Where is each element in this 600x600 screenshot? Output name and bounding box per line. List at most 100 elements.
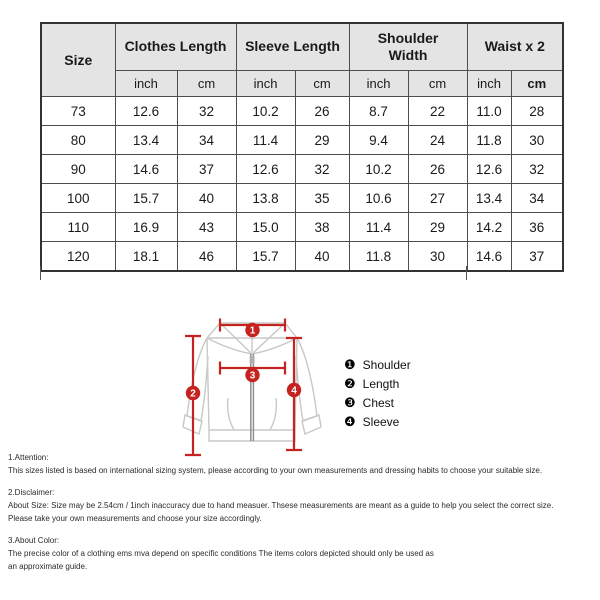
data-cell: 9.4 (348, 125, 409, 155)
legend-label: Sleeve (362, 414, 400, 429)
diagram-legend: ❶ Shoulder ❷ Length ❸ Chest ❹ Sleeve (344, 355, 411, 431)
data-cell: 34 (176, 125, 237, 155)
data-cell: 28 (510, 96, 564, 126)
legend-label: Chest (362, 395, 395, 410)
data-cell: 14.2 (466, 212, 512, 242)
data-cell: 32 (294, 154, 350, 184)
note-heading: 1.Attention: (8, 453, 49, 462)
unit-header-row: inch cm inch cm inch cm inch cm (41, 70, 564, 97)
note-disclaimer: 2.Disclaimer: About Size: Size may be 2.… (8, 486, 596, 525)
data-cell: 15.7 (235, 241, 296, 272)
legend-item-sleeve: ❹ Sleeve (344, 412, 411, 431)
table-head: Size Clothes Length Sleeve Length Shoulder … (40, 22, 564, 97)
legend-item-chest: ❸ Chest (344, 393, 411, 412)
size-chart-table: Size Clothes Length Sleeve Length Shoulder … (40, 22, 565, 272)
data-cell: 11.4 (348, 212, 409, 242)
data-cell: 18.1 (114, 241, 178, 272)
data-cell: 12.6 (114, 96, 178, 126)
unit-cell: inch (348, 70, 409, 97)
data-cell: 36 (510, 212, 564, 242)
table-row: 100 15.7 40 13.8 35 10.6 27 13.4 34 (40, 183, 564, 213)
note-about-color: 3.About Color: The precise color of a cl… (8, 534, 596, 573)
data-cell: 15.7 (114, 183, 178, 213)
data-cell: 10.6 (348, 183, 409, 213)
note-line: an approximate guide. (8, 562, 88, 571)
data-cell: 46 (176, 241, 237, 272)
data-cell: 13.4 (466, 183, 512, 213)
data-cell: 32 (510, 154, 564, 184)
data-cell: 12.6 (235, 154, 296, 184)
table-stub-right (466, 266, 467, 280)
header-cell-group: Clothes Length (114, 22, 237, 71)
circled-3-icon: ❸ (344, 395, 356, 410)
data-cell: 43 (176, 212, 237, 242)
marker-2: 2 (190, 389, 196, 400)
data-cell: 11.0 (466, 96, 512, 126)
data-cell: 30 (407, 241, 468, 272)
measure-markers: 1 2 3 4 (185, 322, 302, 401)
marker-4: 4 (291, 386, 297, 397)
data-cell: 37 (176, 154, 237, 184)
unit-cell: cm (176, 70, 237, 97)
legend-label: Length (362, 376, 400, 391)
unit-cell: cm (294, 70, 350, 97)
circled-2-icon: ❷ (344, 376, 356, 391)
circled-4-icon: ❹ (344, 414, 356, 429)
unit-cell: cm (407, 70, 468, 97)
data-cell: 8.7 (348, 96, 409, 126)
marker-3: 3 (250, 371, 256, 382)
data-cell: 14.6 (114, 154, 178, 184)
data-cell: 26 (294, 96, 350, 126)
note-line: Please take your own measurements and ch… (8, 514, 262, 523)
note-heading: 3.About Color: (8, 536, 60, 545)
data-cell: 30 (510, 125, 564, 155)
data-cell: 10.2 (348, 154, 409, 184)
data-cell: 80 (40, 125, 116, 155)
legend-item-shoulder: ❶ Shoulder (344, 355, 411, 374)
header-cell-group: Shoulder Width (348, 22, 468, 71)
data-cell: 34 (510, 183, 564, 213)
unit-cell: inch (235, 70, 296, 97)
data-cell: 100 (40, 183, 116, 213)
data-cell: 27 (407, 183, 468, 213)
measure-lines (185, 318, 302, 457)
table-row: 80 13.4 34 11.4 29 9.4 24 11.8 30 (40, 125, 564, 155)
table-row: 90 14.6 37 12.6 32 10.2 26 12.6 32 (40, 154, 564, 184)
table-body: 73 12.6 32 10.2 26 8.7 22 11.0 28 80 13.4 34 11.4 29 9… (40, 96, 564, 272)
data-cell: 38 (294, 212, 350, 242)
data-cell: 24 (407, 125, 468, 155)
data-cell: 110 (40, 212, 116, 242)
marker-1: 1 (250, 326, 256, 337)
data-cell: 26 (407, 154, 468, 184)
data-cell: 10.2 (235, 96, 296, 126)
data-cell: 12.6 (466, 154, 512, 184)
legend-label: Shoulder (362, 357, 411, 372)
data-cell: 120 (40, 241, 116, 272)
table-row: 110 16.9 43 15.0 38 11.4 29 14.2 36 (40, 212, 564, 242)
unit-cell: inch (466, 70, 512, 97)
circled-1-icon: ❶ (344, 357, 356, 372)
notes-section: 1.Attention: This sizes listed is based … (8, 451, 596, 582)
data-cell: 22 (407, 96, 468, 126)
data-cell: 90 (40, 154, 116, 184)
unit-cell: cm (510, 70, 564, 97)
data-cell: 11.8 (348, 241, 409, 272)
data-cell: 73 (40, 96, 116, 126)
data-cell: 40 (176, 183, 237, 213)
data-cell: 14.6 (466, 241, 512, 272)
table-row: 73 12.6 32 10.2 26 8.7 22 11.0 28 (40, 96, 564, 126)
data-cell: 35 (294, 183, 350, 213)
data-cell: 29 (294, 125, 350, 155)
note-line: About Size: Size may be 2.54cm / 1inch i… (8, 501, 554, 510)
size-chart-table-wrap: Size Clothes Length Sleeve Length Shoulder … (40, 22, 565, 272)
data-cell: 13.8 (235, 183, 296, 213)
data-cell: 16.9 (114, 212, 178, 242)
legend-item-length: ❷ Length (344, 374, 411, 393)
note-line: This sizes listed is based on internatio… (8, 466, 543, 475)
data-cell: 15.0 (235, 212, 296, 242)
data-cell: 13.4 (114, 125, 178, 155)
data-cell: 11.8 (466, 125, 512, 155)
data-cell: 32 (176, 96, 237, 126)
note-heading: 2.Disclaimer: (8, 488, 55, 497)
